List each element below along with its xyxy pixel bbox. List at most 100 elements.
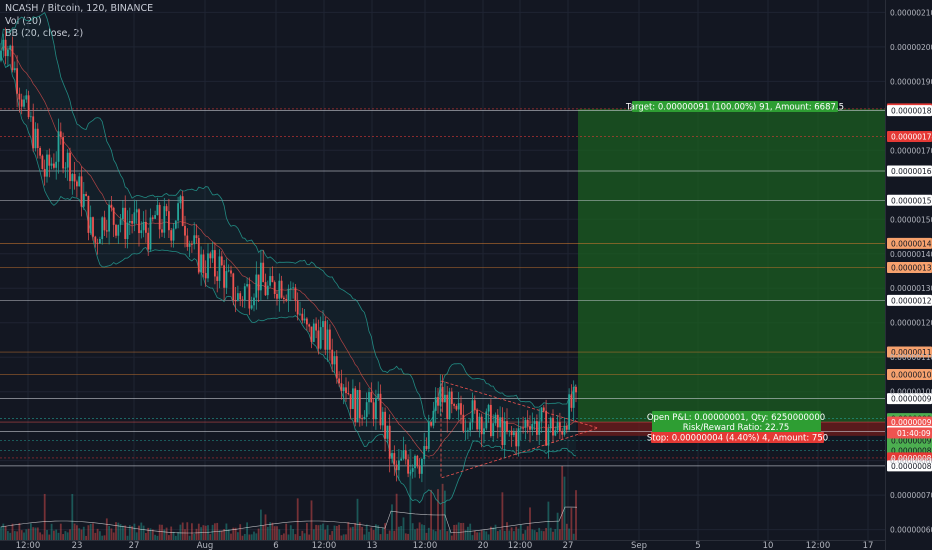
price-line-tag[interactable]: 0.00000136 (887, 262, 932, 274)
price-tag-label: 0.00000164 (891, 167, 932, 176)
volume-bar (223, 528, 225, 540)
candle-body (363, 416, 366, 420)
candle-body (280, 280, 283, 298)
candle-body (25, 95, 28, 100)
candle-body (368, 392, 370, 403)
price-tag-label: 0.00000136 (891, 264, 932, 273)
price-axis[interactable]: 0.000001820.000001820.000001740.00000164… (885, 0, 932, 550)
candle-body (147, 232, 150, 250)
candle-body (170, 230, 173, 241)
volume-bar (476, 532, 478, 540)
volume-bar (243, 533, 246, 540)
volume-bar (565, 523, 568, 540)
price-line-tag[interactable]: 0.00000105 (887, 368, 932, 380)
candle-body (73, 174, 76, 182)
candle-body (453, 404, 455, 406)
open-pnl-label[interactable]: Open P&L: 0.00000001, Qty: 6250000000Ris… (647, 411, 825, 433)
candle-body (441, 386, 444, 403)
legend-bb[interactable]: BB (20, close, 2) (5, 28, 84, 39)
volume-bar (496, 531, 499, 540)
stop-label[interactable]: Stop: 0.00000004 (4.40%) 4, Amount: 750 (647, 432, 828, 444)
candle-body (266, 285, 269, 296)
candle-body (377, 393, 380, 398)
volume-bar (335, 525, 338, 540)
position-labels[interactable]: Target: 0.00000091 (100.00%) 91, Amount:… (625, 101, 844, 444)
volume-bar (386, 533, 389, 540)
candle-body (554, 430, 557, 436)
triangle-drawing[interactable] (440, 380, 600, 479)
triangle-outline[interactable] (440, 380, 600, 479)
volume-bar (266, 526, 269, 540)
volume-bar (66, 532, 69, 540)
volume-bar (27, 528, 30, 540)
price-line-tag[interactable]: 0.00000083 (887, 460, 932, 472)
volume-bar (547, 501, 550, 540)
volume-bar (108, 525, 110, 540)
price-line-tag[interactable]: 0.00000126 (887, 294, 932, 306)
candle-body (36, 128, 39, 148)
volume-bar (467, 526, 469, 540)
volume-bar (517, 528, 520, 540)
volume-bar (540, 530, 543, 540)
volume-bar (0, 526, 2, 540)
candle-body (529, 426, 531, 430)
candle-body (0, 50, 2, 61)
candle-body (418, 466, 421, 474)
price-line-tag[interactable]: 0.00000182 (887, 105, 932, 117)
price-line-tag[interactable]: 0.00000091 (887, 416, 932, 428)
target-label[interactable]: Target: 0.00000091 (100.00%) 91, Amount:… (625, 101, 844, 113)
candle-body (430, 422, 432, 426)
volume-bar (184, 529, 186, 540)
volume-bar (255, 533, 258, 540)
volume-bar (7, 531, 9, 540)
volume-bar (554, 529, 557, 540)
time-axis[interactable]: 12:00 23 27 Aug 6 12:00 13 12:00 20 12:00 27 Sep 5 10… (0, 540, 885, 550)
volume-bar (414, 529, 416, 540)
volume-bar (552, 531, 554, 540)
legend-symbol[interactable]: NCASH / Bitcoin, 120, BINANCE (5, 3, 154, 14)
volume-bar (365, 524, 368, 540)
price-line-tag[interactable]: 0.00000155 (887, 194, 932, 206)
x-tick-label: 27 (129, 541, 140, 550)
price-tag-label: 0.00000174 (891, 133, 932, 142)
candle-body (331, 349, 334, 365)
candle-body (400, 458, 403, 461)
price-line-tag[interactable]: 0.00000112 (887, 346, 932, 358)
price-line-tag[interactable]: 0.00000164 (887, 165, 932, 177)
candle-body (570, 394, 573, 408)
candle-body (255, 274, 258, 298)
volume-bar (260, 509, 262, 540)
candle-body (163, 206, 166, 233)
candle-body (485, 411, 488, 429)
price-tag-label: 0.00000091 (891, 437, 932, 446)
volume-bar (18, 523, 21, 540)
candle-body (18, 93, 21, 100)
price-tag-bg (887, 237, 932, 249)
candle-body (335, 356, 338, 379)
candle-body (303, 318, 306, 321)
volume-bar (487, 534, 490, 540)
volume-bar (177, 532, 179, 540)
volume-bar (326, 525, 329, 540)
volume-bars (0, 449, 578, 540)
volume-bar (358, 522, 361, 540)
volume-bar (432, 529, 435, 540)
candle-body (110, 204, 113, 208)
price-tag-label: 0.00000182 (891, 107, 932, 116)
candle-body (66, 152, 69, 168)
volume-bar (227, 529, 230, 540)
volume-bar (533, 530, 536, 540)
price-line-tag[interactable]: 0.00000098 (887, 393, 932, 405)
legend-vol[interactable]: Vol (20) (5, 15, 42, 27)
candle-body (365, 402, 368, 417)
price-line-tag[interactable]: 0.00000174 (887, 131, 932, 142)
candle-body (354, 388, 357, 423)
volume-bar (478, 532, 481, 540)
price-line-tag[interactable]: 0.00000143 (887, 237, 932, 249)
x-tick-label: 10 (763, 541, 774, 550)
volume-bar (55, 529, 58, 540)
candle-body (43, 168, 46, 177)
volume-bar (119, 524, 122, 540)
volume-bar (310, 500, 313, 540)
